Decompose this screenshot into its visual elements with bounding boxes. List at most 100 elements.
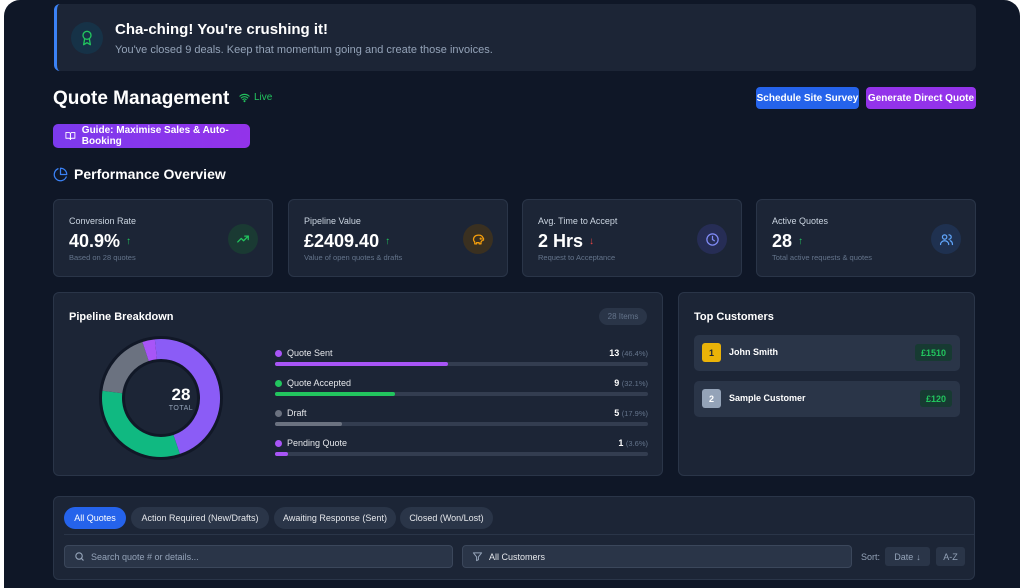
arrow-up-icon: ↑ bbox=[798, 236, 804, 247]
divider bbox=[64, 534, 975, 535]
kpi-value-row: 40.9% ↑ bbox=[69, 231, 131, 252]
kpi-value: 2 Hrs bbox=[538, 231, 584, 251]
customer-filter-select[interactable]: All Customers bbox=[462, 545, 852, 568]
kpi-value: 40.9% bbox=[69, 231, 121, 251]
kpi-value-row: 2 Hrs ↓ bbox=[538, 231, 594, 252]
customer-amount: £1510 bbox=[914, 344, 952, 361]
kpi-sub: Value of open quotes & drafts bbox=[304, 253, 403, 262]
customer-amount: £120 bbox=[919, 390, 952, 407]
customer-name: John Smith bbox=[729, 347, 778, 357]
guide-button[interactable]: Guide: Maximise Sales & Auto-Booking bbox=[53, 124, 250, 148]
generate-direct-quote-button[interactable]: Generate Direct Quote bbox=[866, 87, 976, 109]
pipeline-percent: (46.4%) bbox=[621, 349, 648, 358]
live-indicator: Live bbox=[239, 92, 272, 103]
tab-closed[interactable]: Closed (Won/Lost) bbox=[400, 507, 493, 529]
kpi-value: 28 bbox=[772, 231, 793, 251]
tab-action-required[interactable]: Action Required (New/Drafts) bbox=[131, 507, 269, 529]
progress-fill bbox=[275, 422, 342, 426]
pipeline-count-value: 13 bbox=[609, 348, 620, 358]
kpi-card-pipeline-value: Pipeline Value £2409.40 ↑ Value of open q… bbox=[288, 199, 508, 277]
sort-label: Sort: bbox=[861, 552, 881, 562]
legend-dot bbox=[275, 410, 282, 417]
donut-total-caption: TOTAL bbox=[168, 405, 194, 412]
progress-fill bbox=[275, 392, 395, 396]
customer-item[interactable]: 1 John Smith £1510 bbox=[694, 335, 960, 371]
progress-fill bbox=[275, 452, 289, 456]
wifi-icon bbox=[239, 93, 250, 103]
rank-badge: 1 bbox=[702, 343, 721, 362]
pipeline-row-count: 9 (32.1%) bbox=[614, 378, 648, 388]
pipeline-row-name: Quote Sent bbox=[287, 348, 333, 358]
live-label: Live bbox=[254, 92, 273, 103]
pipeline-row-name: Pending Quote bbox=[287, 438, 348, 448]
filter-icon bbox=[472, 552, 483, 562]
pipeline-row-draft: Draft 5 (17.9%) bbox=[275, 407, 648, 429]
kpi-card-conversion-rate: Conversion Rate 40.9% ↑ Based on 28 quote… bbox=[53, 199, 273, 277]
kpi-label: Pipeline Value bbox=[304, 216, 361, 226]
pipeline-row-count: 13 (46.4%) bbox=[609, 348, 648, 358]
search-icon bbox=[75, 552, 84, 561]
progress-track bbox=[275, 452, 648, 456]
app-window: Cha-ching! You're crushing it! You've cl… bbox=[4, 0, 1020, 588]
kpi-card-active-quotes: Active Quotes 28 ↑ Total active requests … bbox=[756, 199, 976, 277]
top-customers-title: Top Customers bbox=[694, 311, 774, 323]
schedule-site-survey-button[interactable]: Schedule Site Survey bbox=[756, 87, 859, 109]
kpi-label: Active Quotes bbox=[772, 216, 829, 226]
legend-dot bbox=[275, 440, 282, 447]
items-count-badge: 28 Items bbox=[599, 308, 647, 325]
pipeline-count-value: 9 bbox=[614, 378, 620, 388]
pipeline-row-pending-quote: Pending Quote 1 (3.6%) bbox=[275, 437, 648, 459]
progress-track bbox=[275, 422, 648, 426]
pipeline-row-name: Draft bbox=[287, 408, 307, 418]
clock-icon bbox=[697, 224, 727, 254]
arrow-down-icon: ↓ bbox=[916, 551, 921, 562]
search-placeholder: Search quote # or details... bbox=[91, 551, 199, 562]
customer-filter-value: All Customers bbox=[489, 551, 546, 562]
legend-dot bbox=[275, 350, 282, 357]
customer-name: Sample Customer bbox=[729, 393, 806, 403]
performance-title: Performance Overview bbox=[74, 166, 226, 182]
donut-segment-quote-accepted bbox=[102, 339, 220, 457]
tab-all-quotes[interactable]: All Quotes bbox=[64, 507, 126, 529]
arrow-down-icon: ↓ bbox=[589, 236, 595, 247]
kpi-label: Avg. Time to Accept bbox=[538, 216, 618, 226]
pipeline-percent: (3.6%) bbox=[625, 439, 648, 448]
kpi-value: £2409.40 bbox=[304, 231, 380, 251]
pipeline-count-value: 1 bbox=[618, 438, 624, 448]
award-icon bbox=[71, 22, 103, 54]
pipeline-row-quote-accepted: Quote Accepted 9 (32.1%) bbox=[275, 377, 648, 399]
piggy-bank-icon bbox=[463, 224, 493, 254]
arrow-up-icon: ↑ bbox=[126, 236, 132, 247]
page-title: Quote Management bbox=[53, 88, 230, 109]
kpi-sub: Request to Acceptance bbox=[538, 253, 616, 262]
kpi-sub: Based on 28 quotes bbox=[69, 253, 136, 262]
search-input[interactable]: Search quote # or details... bbox=[64, 545, 453, 568]
pipeline-percent: (17.9%) bbox=[621, 409, 648, 418]
donut-total: 28 bbox=[171, 385, 191, 404]
progress-track bbox=[275, 392, 648, 396]
pipeline-row-count: 1 (3.6%) bbox=[618, 438, 648, 448]
pipeline-panel: Pipeline Breakdown 28 Items 28 TOTAL Quo… bbox=[53, 292, 663, 476]
tab-awaiting-response[interactable]: Awaiting Response (Sent) bbox=[274, 507, 396, 529]
banner-title: Cha-ching! You're crushing it! bbox=[115, 21, 329, 38]
users-icon bbox=[931, 224, 961, 254]
sort-date-button[interactable]: Date ↓ bbox=[885, 547, 930, 566]
kpi-value-row: 28 ↑ bbox=[772, 231, 803, 252]
trending-up-icon bbox=[228, 224, 258, 254]
sort-az-button[interactable]: A-Z bbox=[936, 547, 965, 566]
pipeline-donut-chart bbox=[99, 336, 223, 460]
kpi-value-row: £2409.40 ↑ bbox=[304, 231, 390, 252]
banner-subtitle: You've closed 9 deals. Keep that momentu… bbox=[115, 44, 493, 56]
rank-badge: 2 bbox=[702, 389, 721, 408]
progress-track bbox=[275, 362, 648, 366]
customer-item[interactable]: 2 Sample Customer £120 bbox=[694, 381, 960, 417]
kpi-label: Conversion Rate bbox=[69, 216, 137, 226]
pipeline-row-quote-sent: Quote Sent 13 (46.4%) bbox=[275, 347, 648, 369]
pipeline-title: Pipeline Breakdown bbox=[69, 311, 174, 323]
arrow-up-icon: ↑ bbox=[385, 236, 391, 247]
kpi-card-avg-time: Avg. Time to Accept 2 Hrs ↓ Request to Ac… bbox=[522, 199, 742, 277]
pipeline-row-name: Quote Accepted bbox=[287, 378, 352, 388]
donut-segment-quote-sent bbox=[102, 339, 220, 457]
legend-dot bbox=[275, 380, 282, 387]
pipeline-count-value: 5 bbox=[614, 408, 620, 418]
